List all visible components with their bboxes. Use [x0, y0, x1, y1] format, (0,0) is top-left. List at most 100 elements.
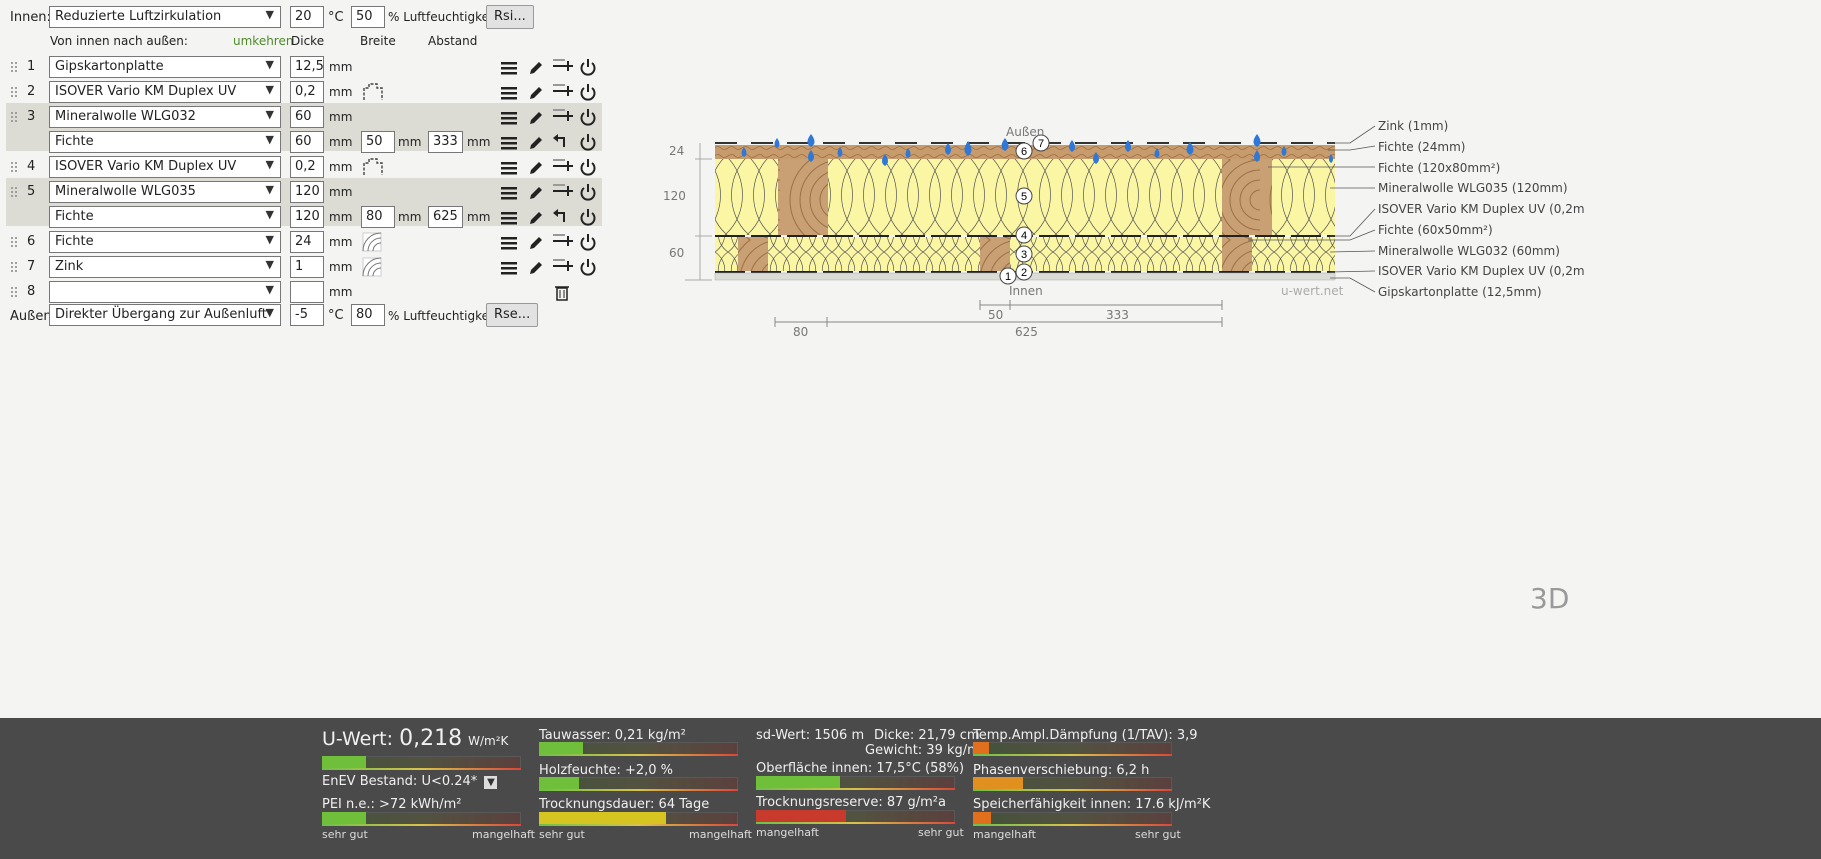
add-layer-icon[interactable]	[552, 182, 574, 204]
scale-good: sehr gut	[322, 828, 368, 841]
layer-material-select[interactable]: ▼	[49, 281, 281, 303]
inside-temp-input[interactable]: 20	[290, 6, 324, 28]
layer-material-value: ISOVER Vario KM Duplex UV	[55, 84, 237, 99]
menu-icon[interactable]	[500, 260, 522, 282]
3d-view-link[interactable]: 3D	[1530, 582, 1570, 615]
drag-handle[interactable]	[10, 286, 18, 298]
thickness-unit: mm	[329, 235, 353, 249]
drag-handle[interactable]	[10, 61, 18, 73]
thickness-unit: mm	[329, 185, 353, 199]
pei-label: PEI n.e.: >72 kWh/m²	[322, 797, 462, 812]
svg-text:6: 6	[1021, 146, 1027, 158]
layer-material-select[interactable]: Fichte ▼	[49, 231, 281, 253]
outside-humidity-input[interactable]: 80	[351, 304, 385, 326]
power-icon[interactable]	[579, 208, 601, 230]
inside-humidity-input[interactable]: 50	[351, 6, 385, 28]
layer-thickness-input[interactable]: 24	[290, 231, 324, 253]
add-layer-icon[interactable]	[552, 157, 574, 179]
drag-handle[interactable]	[10, 86, 18, 98]
layer-thickness-input[interactable]: 12,5	[290, 56, 324, 78]
pencil-icon[interactable]	[527, 159, 549, 181]
menu-icon[interactable]	[500, 235, 522, 257]
pencil-icon[interactable]	[527, 59, 549, 81]
power-icon[interactable]	[579, 108, 601, 130]
menu-icon[interactable]	[500, 160, 522, 182]
trash-icon[interactable]	[554, 283, 576, 305]
trocknungsdauer-label: Trocknungsdauer: 64 Tage	[539, 797, 710, 812]
power-icon[interactable]	[579, 258, 601, 280]
drag-handle[interactable]	[10, 161, 18, 173]
power-icon[interactable]	[579, 233, 601, 255]
chevron-down-icon: ▼	[265, 108, 274, 121]
add-layer-icon[interactable]	[552, 57, 574, 79]
sub-thickness-input[interactable]: 60	[290, 131, 324, 153]
rse-button[interactable]: Rse...	[486, 303, 539, 327]
u-value-display: U-Wert: 0,218 W/m²K	[322, 726, 508, 751]
pencil-icon[interactable]	[527, 84, 549, 106]
layer-thickness-input[interactable]: 1	[290, 256, 324, 278]
add-layer-icon[interactable]	[552, 82, 574, 104]
sub-material-select[interactable]: Fichte ▼	[49, 206, 281, 228]
stud-60-a	[738, 237, 768, 271]
layer-thickness-input[interactable]: 0,2	[290, 156, 324, 178]
pencil-icon[interactable]	[527, 134, 549, 156]
reverse-link[interactable]: umkehren	[233, 34, 294, 48]
sub-thickness-input[interactable]: 120	[290, 206, 324, 228]
chevron-down-icon: ▼	[265, 208, 274, 221]
pencil-icon[interactable]	[527, 109, 549, 131]
sub-width-input[interactable]: 80	[361, 206, 395, 228]
power-icon[interactable]	[579, 183, 601, 205]
undo-icon[interactable]	[552, 132, 574, 154]
sub-width-input[interactable]: 50	[361, 131, 395, 153]
layer-thickness-input[interactable]	[290, 281, 324, 303]
pencil-icon[interactable]	[527, 259, 549, 281]
menu-icon[interactable]	[500, 110, 522, 132]
sub-spacing-input[interactable]: 333	[428, 131, 463, 153]
power-icon[interactable]	[579, 158, 601, 180]
power-icon[interactable]	[579, 58, 601, 80]
menu-icon[interactable]	[500, 85, 522, 107]
layer-material-select[interactable]: Gipskartonplatte ▼	[49, 56, 281, 78]
power-icon[interactable]	[579, 83, 601, 105]
layer-material-select[interactable]: Mineralwolle WLG035 ▼	[49, 181, 281, 203]
add-layer-icon[interactable]	[552, 107, 574, 129]
chevron-down-icon: ▼	[265, 83, 274, 96]
meter-fill	[539, 812, 667, 824]
legend-item: Fichte (60x50mm²)	[1378, 223, 1493, 237]
dropdown-arrow-icon[interactable]: ▼	[484, 776, 498, 789]
menu-icon[interactable]	[500, 135, 522, 157]
outside-temp-input[interactable]: -5	[290, 304, 324, 326]
layer-material-select[interactable]: Zink ▼	[49, 256, 281, 278]
sub-material-select[interactable]: Fichte ▼	[49, 131, 281, 153]
layer-thickness-input[interactable]: 0,2	[290, 81, 324, 103]
menu-icon[interactable]	[500, 60, 522, 82]
layer-material-select[interactable]: ISOVER Vario KM Duplex UV ▼	[49, 156, 281, 178]
inside-condition-value: Reduzierte Luftzirkulation	[55, 9, 222, 24]
layer-thickness-input[interactable]: 60	[290, 106, 324, 128]
pencil-icon[interactable]	[527, 209, 549, 231]
sd-wert-label: sd-Wert: 1506 m	[756, 728, 865, 743]
pencil-icon[interactable]	[527, 184, 549, 206]
power-icon[interactable]	[579, 133, 601, 155]
menu-icon[interactable]	[500, 210, 522, 232]
inside-condition-select[interactable]: Reduzierte Luftzirkulation ▼	[49, 6, 281, 28]
dim-80: 80	[793, 325, 809, 339]
sub-spacing-input[interactable]: 625	[428, 206, 463, 228]
results-panel: U-Wert: 0,218 W/m²K EnEV Bestand: U<0.24…	[0, 718, 1821, 859]
add-layer-icon[interactable]	[552, 232, 574, 254]
layer-thickness-input[interactable]: 120	[290, 181, 324, 203]
drag-handle[interactable]	[10, 111, 18, 123]
drag-handle[interactable]	[10, 261, 18, 273]
undo-icon[interactable]	[552, 207, 574, 229]
layer-material-select[interactable]: Mineralwolle WLG032 ▼	[49, 106, 281, 128]
layer-material-select[interactable]: ISOVER Vario KM Duplex UV ▼	[49, 81, 281, 103]
pencil-icon[interactable]	[527, 234, 549, 256]
thickness-unit: mm	[329, 160, 353, 174]
trocknungsdauer-meter	[539, 812, 738, 826]
drag-handle[interactable]	[10, 186, 18, 198]
add-layer-icon[interactable]	[552, 257, 574, 279]
drag-handle[interactable]	[10, 236, 18, 248]
outside-condition-select[interactable]: Direkter Übergang zur Außenluft ▼	[49, 304, 281, 326]
menu-icon[interactable]	[500, 185, 522, 207]
rsi-button[interactable]: Rsi...	[486, 5, 534, 29]
